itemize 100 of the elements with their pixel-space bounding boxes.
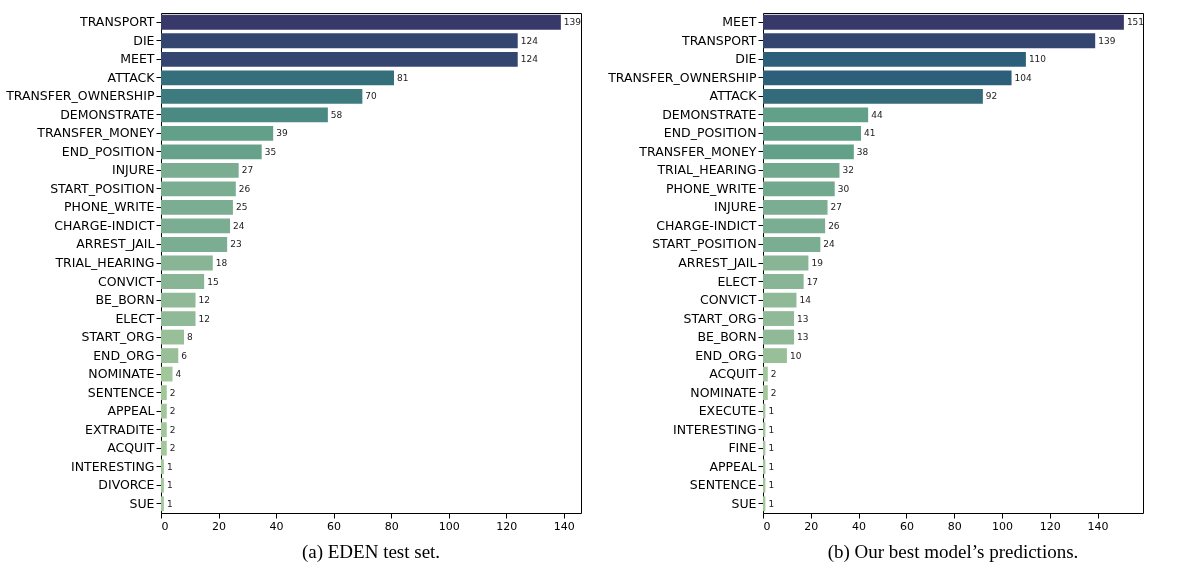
bar — [161, 496, 164, 512]
y-tick-label: ELECT — [717, 273, 757, 289]
bar — [161, 403, 167, 419]
bar — [763, 181, 835, 197]
y-tick-label: APPEAL — [107, 403, 155, 419]
bar — [161, 237, 228, 252]
x-tick-label: 80 — [384, 519, 399, 533]
y-tick-label: ARREST_JAIL — [678, 255, 757, 270]
y-tick-label: START_ORG — [81, 329, 155, 345]
data-label: 58 — [330, 109, 343, 120]
y-tick-label: CONVICT — [699, 292, 757, 308]
bar — [161, 255, 213, 271]
data-label: 15 — [207, 276, 219, 287]
data-label: 1 — [166, 498, 173, 509]
bar — [763, 218, 826, 234]
bar — [161, 200, 233, 215]
y-tick-label: TRANSFER_OWNERSHIP — [5, 88, 155, 104]
bar — [161, 440, 167, 456]
y-tick-label: SUE — [129, 495, 155, 511]
bar — [763, 274, 804, 289]
bar — [161, 163, 239, 178]
data-label: 30 — [837, 183, 850, 194]
y-tick-label: TRIAL_HEARING — [656, 162, 757, 178]
y-tick-label: END_POSITION — [663, 125, 757, 141]
bar — [161, 218, 231, 234]
data-label: 104 — [1014, 72, 1033, 83]
y-tick-label: NOMINATE — [88, 366, 155, 382]
y-tick-label: INTERESTING — [71, 458, 155, 474]
bar — [161, 329, 185, 345]
y-tick-label: ACQUIT — [709, 366, 757, 382]
bar — [763, 366, 768, 382]
bar — [161, 348, 179, 363]
data-label: 18 — [215, 258, 228, 268]
bar — [763, 163, 840, 178]
data-label: 25 — [235, 202, 248, 213]
bar — [161, 366, 173, 382]
data-label: 24 — [233, 220, 245, 231]
x-tick-label: 0 — [161, 519, 169, 533]
bar — [763, 348, 787, 363]
data-label: 23 — [230, 239, 242, 250]
y-tick-label: MEET — [722, 14, 757, 30]
data-label: 26 — [828, 220, 840, 231]
y-tick-label: BE_BORN — [95, 292, 155, 308]
y-tick-label: ATTACK — [107, 69, 156, 85]
data-label: 13 — [797, 313, 809, 324]
data-label: 1 — [768, 498, 775, 509]
y-tick-label: CHARGE-INDICT — [656, 217, 757, 233]
data-label: 139 — [563, 17, 582, 28]
y-tick-label: FINE — [728, 440, 757, 456]
x-tick-label: 20 — [212, 519, 227, 533]
y-tick-label: TRANSFER_MONEY — [36, 125, 155, 141]
data-label: 44 — [871, 109, 883, 120]
bar — [763, 14, 1124, 30]
data-label: 1 — [768, 443, 775, 454]
bar — [763, 125, 861, 141]
data-label: 124 — [520, 35, 539, 46]
y-tick-label: PHONE_WRITE — [665, 180, 757, 196]
bar — [763, 385, 768, 401]
data-label: 38 — [856, 146, 869, 157]
data-label: 2 — [169, 443, 176, 454]
data-label: 27 — [241, 165, 254, 176]
bar — [763, 107, 869, 123]
y-tick-label: TRANSPORT — [79, 14, 155, 30]
bar — [161, 88, 363, 104]
data-label: 92 — [985, 91, 998, 102]
y-tick-label: END_POSITION — [61, 143, 155, 159]
bar — [161, 292, 196, 308]
bar — [161, 51, 518, 67]
data-label: 2 — [770, 369, 777, 380]
data-label: 35 — [264, 146, 277, 157]
y-tick-label: ARREST_JAIL — [76, 236, 155, 252]
y-tick-label: DEMONSTRATE — [662, 106, 757, 122]
y-tick-label: TRANSFER_MONEY — [638, 143, 757, 159]
data-label: 1 — [768, 461, 775, 472]
y-tick-label: BE_BORN — [697, 329, 757, 345]
bar — [161, 107, 328, 123]
x-tick-label: 120 — [1039, 519, 1061, 533]
y-tick-label: CHARGE-INDICT — [54, 217, 155, 233]
y-tick-label: EXTRADITE — [85, 421, 155, 437]
y-tick-label: TRANSPORT — [681, 32, 757, 48]
x-tick-label: 0 — [763, 519, 771, 533]
y-tick-label: APPEAL — [709, 458, 757, 474]
y-tick-label: START_POSITION — [652, 236, 757, 252]
bar — [161, 181, 236, 197]
y-tick-label: START_POSITION — [50, 180, 155, 196]
bar — [763, 311, 795, 326]
y-tick-label: INJURE — [714, 199, 757, 215]
y-tick-label: PHONE_WRITE — [63, 199, 155, 215]
data-label: 39 — [276, 128, 288, 139]
y-tick-label: TRIAL_HEARING — [54, 255, 155, 270]
data-label: 1 — [768, 424, 775, 435]
x-tick-label: 80 — [947, 519, 962, 533]
data-label: 14 — [799, 295, 812, 306]
bar — [763, 51, 1026, 67]
bar — [161, 70, 395, 86]
bar — [763, 33, 1096, 49]
bar — [161, 385, 167, 401]
data-label: 1 — [166, 480, 173, 491]
y-tick-label: TRANSFER_OWNERSHIP — [607, 69, 757, 85]
data-label: 10 — [789, 350, 802, 361]
